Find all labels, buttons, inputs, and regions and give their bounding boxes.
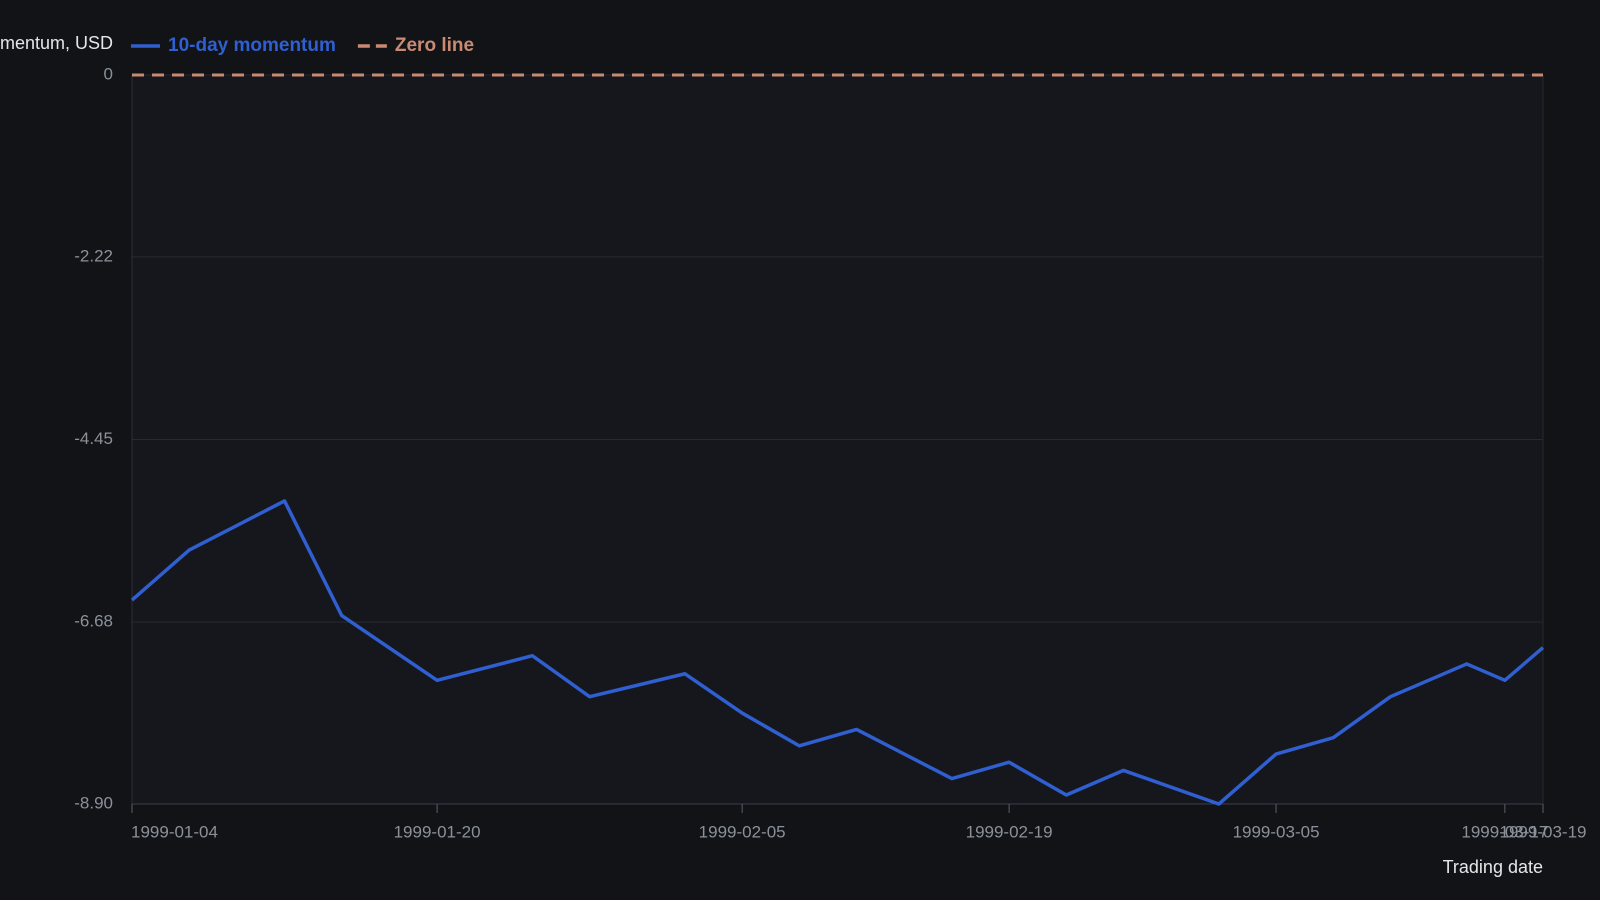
y-tick-label: -2.22 <box>74 246 113 265</box>
x-tick-label: 1999-03-05 <box>1233 822 1320 841</box>
legend-label: Zero line <box>395 35 474 56</box>
x-tick-label: 1999-03-17 <box>1461 822 1548 841</box>
x-tick-label: 1999-01-20 <box>394 822 481 841</box>
x-tick-label: 1999-03-19 <box>1500 822 1587 841</box>
y-tick-label: 0 <box>104 64 113 83</box>
legend-label: 10-day momentum <box>168 35 336 56</box>
y-tick-label: -8.90 <box>74 793 113 812</box>
y-tick-label: -6.68 <box>74 612 113 631</box>
y-tick-label: -4.45 <box>74 429 113 448</box>
x-tick-label: 1999-02-19 <box>966 822 1053 841</box>
x-axis-label: Trading date <box>1443 857 1543 877</box>
x-tick-label: 1999-01-04 <box>131 822 218 841</box>
line-series <box>130 499 1545 806</box>
y-axis-label: Momentum, USD <box>0 33 113 53</box>
x-tick-label: 1999-02-05 <box>699 822 786 841</box>
